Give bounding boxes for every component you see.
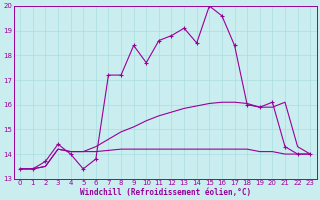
X-axis label: Windchill (Refroidissement éolien,°C): Windchill (Refroidissement éolien,°C) xyxy=(80,188,251,197)
